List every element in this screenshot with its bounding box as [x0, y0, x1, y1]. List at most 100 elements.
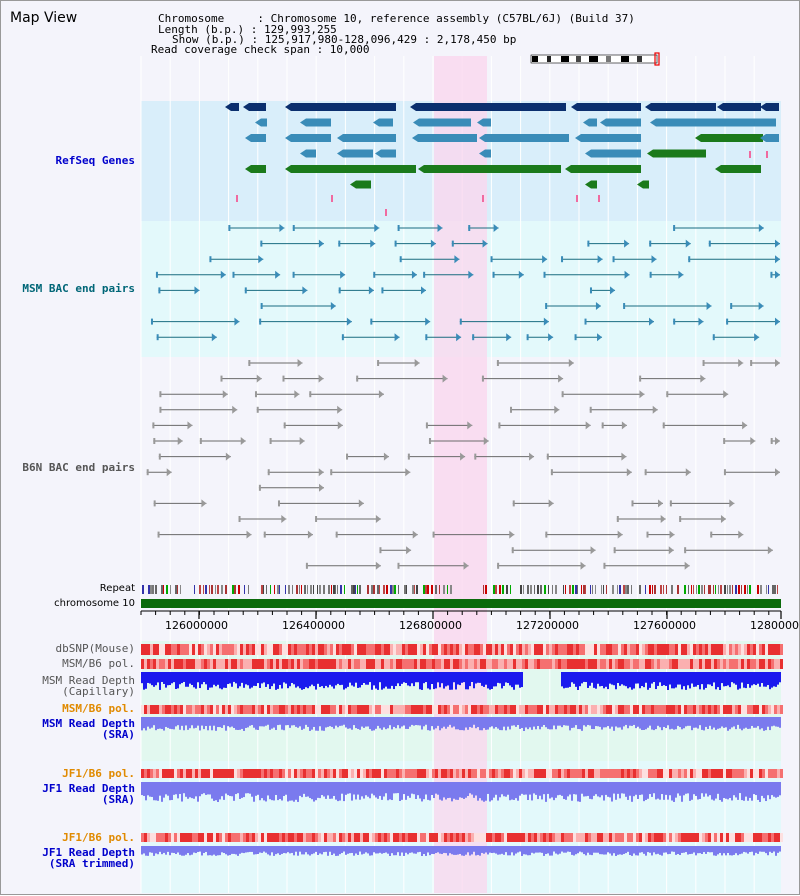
pol-cell [150, 769, 153, 778]
track-label-msm-bac[interactable]: MSM BAC end pairs [22, 282, 135, 295]
depth-bar [303, 672, 305, 690]
track-label-jf1-depth-trimmed[interactable]: JF1 Read Depth (SRA trimmed) [42, 846, 135, 870]
pol-cell [231, 769, 234, 778]
bac-end-arrow [738, 530, 744, 539]
depth-bar [339, 672, 341, 686]
track-label-jf1-b6-pol[interactable]: JF1/B6 pol. [62, 767, 135, 780]
repeat-element [398, 585, 399, 594]
pol-cell [327, 659, 330, 669]
depth-bar [265, 782, 267, 802]
pol-cell [225, 705, 228, 714]
depth-bar [629, 782, 631, 796]
depth-bar [521, 846, 523, 856]
bac-end-arrow [775, 255, 780, 264]
depth-bar [773, 782, 775, 797]
track-label-dbsnp[interactable]: dbSNP(Mouse) [55, 642, 135, 655]
pol-cell [414, 705, 417, 714]
repeat-element [331, 585, 332, 594]
depth-bar [145, 846, 147, 856]
depth-bar [363, 717, 365, 728]
pol-cell [744, 644, 747, 655]
depth-bar [247, 846, 249, 853]
track-label-jf1-b6-pol-2[interactable]: JF1/B6 pol. [62, 831, 135, 844]
pol-cell [537, 644, 540, 655]
depth-bar [249, 717, 251, 726]
depth-bar [481, 717, 483, 731]
depth-bar [419, 672, 421, 690]
bac-end-arrow [468, 270, 474, 279]
pol-cell [654, 833, 657, 842]
pol-cell [600, 833, 603, 842]
pol-cell [354, 769, 357, 778]
depth-bar [465, 717, 467, 728]
track-label-msm-depth-sra[interactable]: MSM Read Depth (SRA) [42, 717, 135, 741]
bac-end-marker [644, 469, 647, 476]
pol-cell [579, 833, 582, 842]
repeat-element [760, 585, 762, 594]
gene-strand-arrow [715, 165, 721, 173]
repeat-element [404, 585, 406, 594]
repeat-element [660, 585, 662, 594]
depth-bar [495, 672, 497, 687]
depth-bar [535, 846, 537, 853]
pol-cell [321, 705, 324, 714]
depth-bar [275, 846, 277, 855]
depth-bar [291, 846, 293, 853]
track-label-msm-depth-capillary[interactable]: MSM Read Depth (Capillary) [42, 674, 135, 698]
pol-cell [267, 769, 270, 778]
gene-strand-arrow [413, 118, 419, 127]
depth-bar [521, 717, 523, 729]
track-label-refseq[interactable]: RefSeq Genes [55, 154, 135, 167]
depth-bar [585, 782, 587, 797]
depth-bar [297, 782, 299, 802]
bac-end-marker [708, 240, 711, 247]
repeat-element [581, 585, 582, 594]
track-label-jf1-depth-sra[interactable]: JF1 Read Depth (SRA) [42, 782, 135, 806]
pol-cell [291, 644, 294, 655]
pol-cell [516, 769, 519, 778]
pol-cell [189, 659, 192, 669]
depth-bar [151, 672, 153, 686]
repeat-element [248, 585, 249, 594]
depth-bar [445, 672, 447, 687]
track-label-repeat[interactable]: Repeat [99, 583, 135, 594]
pol-cell [249, 705, 252, 714]
pol-cell [450, 833, 453, 842]
depth-bar [443, 672, 445, 689]
pol-cell [444, 705, 447, 714]
pol-cell [723, 659, 726, 669]
depth-bar [259, 672, 261, 688]
depth-bar [525, 782, 527, 795]
depth-bar [761, 846, 763, 852]
pol-cell [447, 644, 450, 655]
depth-bar [755, 846, 757, 853]
depth-bar [181, 782, 183, 802]
depth-bar [435, 846, 437, 854]
pol-cell [414, 644, 417, 655]
bac-end-marker [468, 225, 471, 231]
depth-bar [575, 717, 577, 726]
pol-cell [450, 659, 453, 669]
depth-bar [777, 672, 779, 685]
pol-cell [450, 644, 453, 655]
depth-bar [629, 846, 631, 856]
track-label-msm-b6-pol[interactable]: MSM/B6 pol. [62, 657, 135, 670]
pol-cell [618, 659, 621, 669]
track-label-msm-b6-pol-2[interactable]: MSM/B6 pol. [62, 702, 135, 715]
depth-bar [575, 782, 577, 795]
bac-end-marker [394, 240, 397, 247]
depth-bar [627, 846, 629, 852]
depth-bar [275, 717, 277, 731]
depth-bar [401, 672, 403, 684]
pol-cell [477, 705, 480, 714]
pol-cell [174, 769, 177, 778]
depth-bar [455, 846, 457, 855]
depth-bar [711, 846, 713, 853]
repeat-element [209, 585, 210, 594]
depth-bar [757, 717, 759, 727]
track-label-b6n-bac[interactable]: B6N BAC end pairs [22, 461, 135, 474]
pol-cell [738, 705, 741, 714]
pol-cell [627, 833, 630, 842]
depth-bar [201, 717, 203, 726]
